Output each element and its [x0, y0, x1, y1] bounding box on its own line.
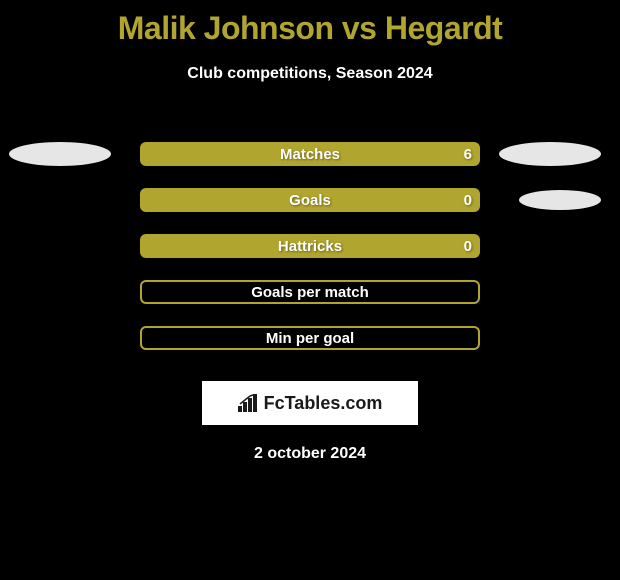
comparison-chart: Matches 6 Goals 0 Hattricks 0 Goals per … [0, 131, 620, 361]
stat-label-gpm: Goals per match [251, 284, 369, 301]
stat-bar-gpm: Goals per match [140, 280, 480, 304]
right-marker-goals [519, 190, 601, 210]
stat-value-hattricks: 0 [464, 238, 472, 255]
stat-bar-goals: Goals 0 [140, 188, 480, 212]
stat-value-matches: 6 [464, 146, 472, 163]
bar-chart-icon [238, 394, 260, 412]
stat-value-goals: 0 [464, 192, 472, 209]
main-container: Malik Johnson vs Hegardt Club competitio… [0, 0, 620, 463]
left-marker-matches [9, 142, 111, 166]
stat-label-mpg: Min per goal [266, 330, 354, 347]
date-text: 2 october 2024 [254, 445, 366, 463]
stat-row-mpg: Min per goal [0, 315, 620, 361]
brand-text: FcTables.com [264, 393, 383, 414]
page-subtitle: Club competitions, Season 2024 [187, 65, 432, 83]
stat-row-goals: Goals 0 [0, 177, 620, 223]
brand-logo-box: FcTables.com [202, 381, 418, 425]
page-title: Malik Johnson vs Hegardt [118, 10, 503, 47]
right-marker-matches [499, 142, 601, 166]
stat-label-matches: Matches [280, 146, 340, 163]
stat-label-goals: Goals [289, 192, 331, 209]
stat-row-gpm: Goals per match [0, 269, 620, 315]
stat-bar-hattricks: Hattricks 0 [140, 234, 480, 258]
stat-bar-mpg: Min per goal [140, 326, 480, 350]
stat-label-hattricks: Hattricks [278, 238, 342, 255]
brand-logo: FcTables.com [238, 393, 383, 414]
stat-bar-matches: Matches 6 [140, 142, 480, 166]
stat-row-hattricks: Hattricks 0 [0, 223, 620, 269]
stat-row-matches: Matches 6 [0, 131, 620, 177]
